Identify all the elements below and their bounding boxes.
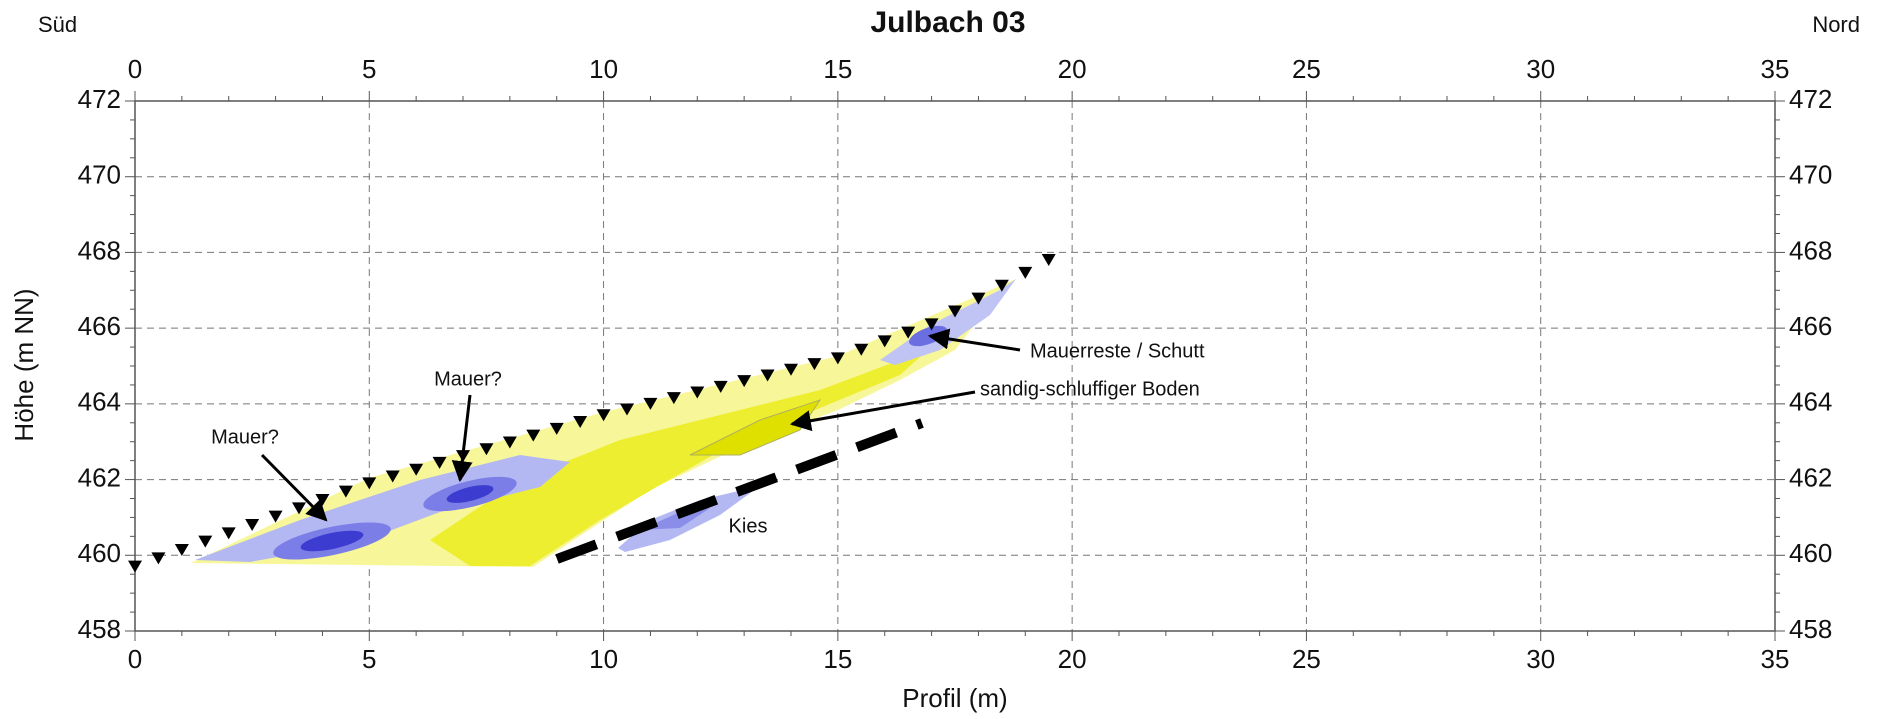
x-tick-label: 25	[1292, 54, 1321, 84]
x-tick-label: 30	[1526, 644, 1555, 674]
annotation: Mauer?	[434, 368, 502, 390]
electrode-marker	[1018, 266, 1033, 279]
annotation: sandig-schluffiger Boden	[980, 378, 1200, 400]
electrode-marker	[854, 343, 869, 356]
corner-label: Süd	[38, 12, 77, 37]
electrode-marker	[1041, 254, 1056, 266]
electrode-marker	[479, 443, 494, 456]
electrode-marker	[643, 397, 658, 410]
electrode-marker	[573, 416, 588, 429]
y-tick-label: 470	[78, 160, 121, 190]
electrode-marker	[596, 409, 611, 422]
y-tick-label: 462	[78, 462, 121, 492]
electrode-marker	[268, 510, 283, 523]
annotation: Kies	[729, 515, 768, 537]
electrode-marker	[690, 386, 705, 399]
electrode-marker	[994, 279, 1009, 292]
arrows	[260, 328, 1021, 522]
x-tick-label: 0	[128, 644, 142, 674]
electrode-marker	[502, 436, 517, 449]
y-tick-label: 470	[1789, 160, 1832, 190]
electrode-marker	[432, 456, 447, 469]
electrode-marker	[924, 318, 939, 331]
electrode-marker	[901, 326, 916, 339]
x-tick-label: 20	[1058, 644, 1087, 674]
x-tick-label: 5	[362, 54, 376, 84]
electrode-marker	[760, 369, 775, 382]
electrode-marker	[620, 403, 634, 416]
chart-title: Julbach 03	[870, 6, 1025, 39]
annotation: Mauer?	[211, 426, 279, 448]
x-tick-label: 15	[823, 54, 852, 84]
electrode-marker	[830, 352, 845, 365]
x-tick-label: 10	[589, 54, 618, 84]
electrode-marker	[409, 463, 424, 476]
electrode-marker	[385, 470, 400, 483]
electrode-marker	[292, 502, 306, 515]
y-tick-label: 472	[1789, 84, 1832, 114]
y-tick-label: 458	[78, 614, 121, 644]
electrode-marker	[666, 392, 681, 405]
x-tick-label: 35	[1761, 54, 1790, 84]
electrode-marker	[877, 335, 892, 348]
section-shading	[191, 279, 1016, 567]
electrode-marker	[174, 543, 189, 556]
y-tick-label: 460	[78, 538, 121, 568]
x-tick-label: 25	[1292, 644, 1321, 674]
x-tick-label: 0	[128, 54, 142, 84]
electrode-marker	[948, 305, 962, 318]
electrode-marker	[245, 519, 260, 531]
markers	[128, 254, 1056, 573]
electrode-marker	[198, 535, 213, 548]
x-tick-label: 5	[362, 644, 376, 674]
electrode-marker	[128, 560, 142, 573]
electrode-marker	[807, 358, 822, 371]
y-tick-label: 464	[1789, 387, 1832, 417]
x-tick-label: 35	[1761, 644, 1790, 674]
electrode-marker	[713, 380, 728, 393]
y-tick-label: 466	[1789, 311, 1832, 341]
interpretation-line	[555, 418, 924, 564]
x-tick-label: 30	[1526, 54, 1555, 84]
x-tick-label: 15	[823, 644, 852, 674]
electrode-marker	[338, 485, 353, 498]
x-tick-label: 20	[1058, 54, 1087, 84]
x-tick-label: 10	[589, 644, 618, 674]
electrode-marker	[971, 292, 986, 305]
y-tick-label: 472	[78, 84, 121, 114]
y-axis-label: Höhe (m NN)	[9, 288, 39, 441]
y-tick-label: 464	[78, 387, 121, 417]
electrode-marker	[151, 552, 166, 565]
y-tick-label: 462	[1789, 462, 1832, 492]
y-tick-label: 468	[1789, 235, 1832, 265]
y-tick-label: 466	[78, 311, 121, 341]
electrode-marker	[784, 363, 798, 376]
y-tick-label: 468	[78, 235, 121, 265]
y-tick-label: 458	[1789, 614, 1832, 644]
y-tick-label: 460	[1789, 538, 1832, 568]
electrode-marker	[221, 527, 236, 540]
electrode-marker	[737, 375, 752, 388]
electrode-marker	[526, 429, 541, 442]
electrode-marker	[549, 422, 564, 435]
annotation: Mauerreste / Schutt	[1030, 340, 1205, 362]
corner-label: Nord	[1812, 12, 1860, 37]
x-axis-label: Profil (m)	[902, 683, 1007, 713]
electrode-marker	[362, 477, 377, 490]
